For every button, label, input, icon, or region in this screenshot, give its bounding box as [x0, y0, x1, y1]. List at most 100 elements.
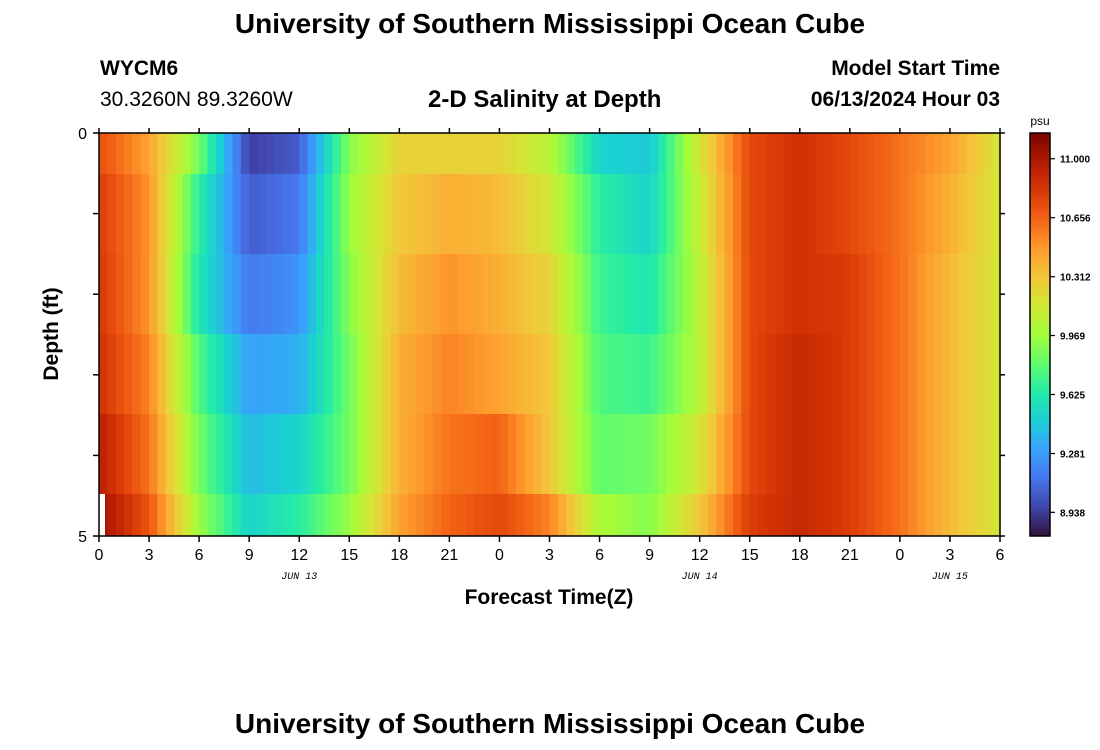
heatmap-cell [691, 254, 701, 334]
heatmap-cell [424, 174, 434, 254]
heatmap-cell [407, 334, 417, 414]
heatmap-cell [749, 494, 759, 536]
heatmap-cell [783, 174, 793, 254]
heatmap-cell [299, 174, 309, 254]
heatmap-cell [132, 174, 142, 254]
heatmap-cell [624, 334, 634, 414]
heatmap-cell [516, 254, 526, 334]
heatmap-cell [466, 414, 476, 494]
heatmap-cell [983, 133, 993, 174]
heatmap-cell [883, 254, 893, 334]
heatmap-cell [833, 334, 843, 414]
heatmap-cell [466, 334, 476, 414]
date-label: JUN 15 [932, 572, 968, 583]
heatmap-cell [549, 334, 559, 414]
heatmap-cell [207, 414, 217, 494]
heatmap-cell [516, 414, 526, 494]
x-tick-label: 3 [945, 547, 954, 564]
heatmap-cell [407, 133, 417, 174]
heatmap-cell [482, 414, 492, 494]
heatmap-cell [232, 494, 242, 536]
heatmap-cell [632, 494, 642, 536]
heatmap-cell [257, 174, 267, 254]
heatmap-cell [749, 414, 759, 494]
heatmap-cell [949, 133, 959, 174]
heatmap-cell [641, 254, 651, 334]
heatmap-cell [240, 414, 250, 494]
heatmap-cell [674, 334, 684, 414]
heatmap-cell [541, 414, 551, 494]
heatmap-cell [299, 494, 309, 536]
heatmap-cell [257, 254, 267, 334]
heatmap-cell [716, 174, 726, 254]
heatmap-cell [699, 174, 709, 254]
heatmap-cell [482, 494, 492, 536]
heatmap-cell [432, 494, 442, 536]
heatmap-cell [332, 174, 342, 254]
heatmap-cell [199, 334, 209, 414]
heatmap-cell [399, 414, 409, 494]
heatmap-cell [974, 414, 984, 494]
heatmap-cell [99, 254, 108, 334]
heatmap-cell [941, 133, 951, 174]
heatmap-cell [274, 334, 284, 414]
heatmap-cell [541, 254, 551, 334]
heatmap-cell [374, 334, 384, 414]
heatmap-cell [816, 133, 826, 174]
heatmap-cell [190, 414, 200, 494]
heatmap-cell [441, 133, 450, 174]
heatmap-cell [966, 254, 976, 334]
heatmap-cell [407, 494, 417, 536]
colorbar-tick-label: 8.938 [1060, 508, 1085, 519]
heatmap-cell [599, 494, 609, 536]
heatmap-cell [182, 414, 192, 494]
heatmap-cell [299, 254, 309, 334]
heatmap-cell [107, 254, 117, 334]
heatmap-cell [632, 254, 642, 334]
heatmap-cell [758, 334, 767, 414]
footer-title: University of Southern Mississippi Ocean… [234, 708, 866, 739]
heatmap-cell [774, 133, 784, 174]
heatmap-cell [724, 494, 734, 536]
heatmap-cell [666, 414, 676, 494]
heatmap-cell [532, 254, 542, 334]
heatmap-cell [132, 414, 142, 494]
heatmap-cell [741, 414, 751, 494]
heatmap-cell [257, 494, 267, 536]
heatmap-cell [783, 494, 793, 536]
date-label: JUN 14 [682, 572, 718, 583]
heatmap-cell [799, 133, 809, 174]
heatmap-cell [883, 334, 893, 414]
heatmap-cell [349, 414, 359, 494]
heatmap-cell [574, 334, 584, 414]
heatmap-cell [224, 494, 234, 536]
heatmap-cell [758, 133, 767, 174]
heatmap-cell [824, 334, 834, 414]
heatmap-cell [390, 174, 400, 254]
heatmap-cell [582, 494, 592, 536]
heatmap-cell [182, 494, 192, 536]
heatmap-cell [983, 254, 993, 334]
heatmap-cell [165, 133, 175, 174]
heatmap-cell [541, 174, 551, 254]
heatmap-cell [699, 133, 709, 174]
heatmap-cell [532, 494, 542, 536]
heatmap-cell [199, 174, 209, 254]
heatmap-cell [124, 334, 133, 414]
heatmap-cell [833, 254, 843, 334]
heatmap-cell [841, 334, 851, 414]
heatmap-cell [491, 133, 501, 174]
heatmap-cell [933, 494, 943, 536]
heatmap-cell [916, 334, 926, 414]
heatmap-cell [733, 174, 742, 254]
heatmap-cell [199, 254, 209, 334]
heatmap-cell [724, 254, 734, 334]
heatmap-cell [349, 174, 359, 254]
heatmap-cell [582, 334, 592, 414]
heatmap-cell [624, 174, 634, 254]
heatmap-cell [941, 174, 951, 254]
heatmap-cell [449, 174, 459, 254]
heatmap-cell [457, 334, 467, 414]
heatmap-cell [282, 133, 292, 174]
x-tick-label: 21 [440, 547, 458, 564]
